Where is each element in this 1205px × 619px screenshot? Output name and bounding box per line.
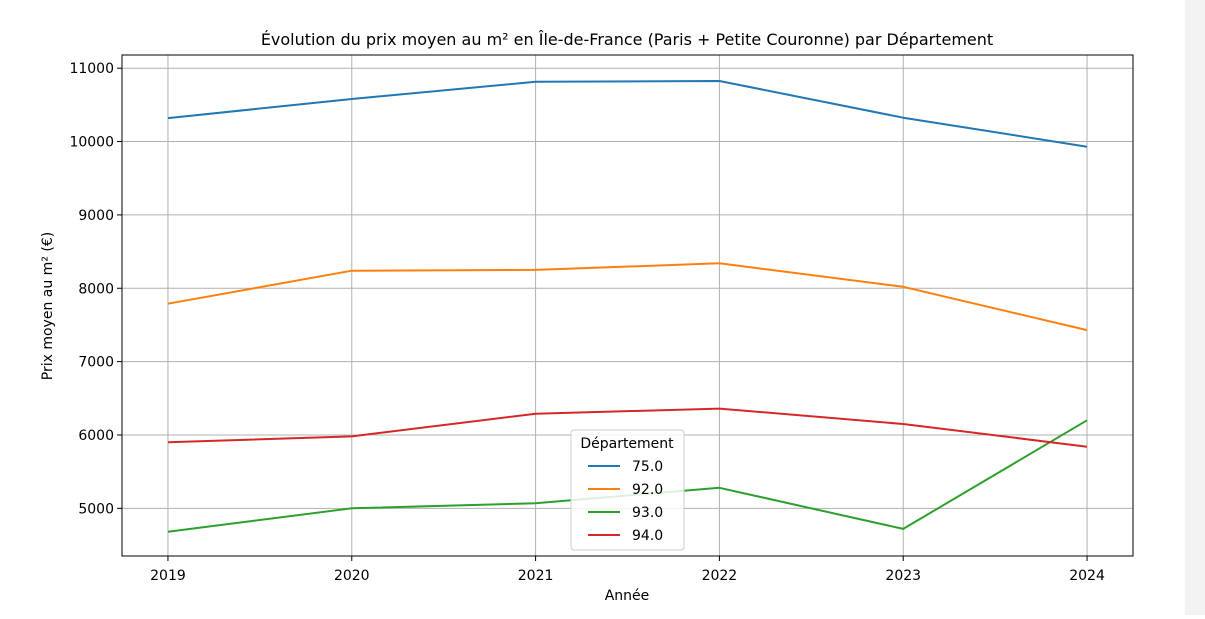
series-line-94.0 — [167, 407, 1088, 448]
legend-box — [570, 429, 685, 551]
window-edge-strip — [1185, 0, 1205, 615]
y-axis-ticks: 5000 6000 7000 8000 9000 10000 11000 — [69, 61, 122, 517]
legend-label-94.0: 94.0 — [632, 528, 663, 544]
y-tick-label: 9000 — [78, 208, 114, 224]
y-tick-label: 10000 — [69, 135, 114, 151]
y-tick-label: 7000 — [78, 355, 114, 371]
chart-title: Évolution du prix moyen au m² en Île-de-… — [261, 30, 993, 49]
y-tick-label: 8000 — [78, 281, 114, 297]
y-tick-label: 5000 — [78, 501, 114, 517]
y-axis-label: Prix moyen au m² (€) — [40, 232, 56, 380]
grid — [122, 55, 1133, 556]
plot-area-frame — [121, 54, 1134, 557]
line-chart: Évolution du prix moyen au m² en Île-de-… — [40, 30, 1134, 604]
x-axis-ticks: 2019 2020 2021 2022 2023 2024 — [150, 556, 1105, 584]
x-tick-label: 2019 — [150, 568, 186, 584]
x-axis-label: Année — [605, 588, 650, 604]
x-tick-label: 2020 — [334, 568, 370, 584]
legend-label-75.0: 75.0 — [632, 459, 663, 475]
x-tick-label: 2023 — [885, 568, 921, 584]
series-line-75.0 — [167, 80, 1088, 148]
series-line-92.0 — [167, 262, 1088, 332]
y-tick-label: 11000 — [69, 61, 114, 77]
x-tick-label: 2021 — [518, 568, 554, 584]
x-tick-label: 2024 — [1069, 568, 1105, 584]
legend-title: Département — [580, 436, 674, 452]
y-tick-label: 6000 — [78, 428, 114, 444]
legend-items: 75.0 92.0 93.0 94.0 — [588, 459, 663, 544]
legend-label-93.0: 93.0 — [632, 505, 663, 521]
legend: Département 75.0 92.0 93.0 94.0 — [570, 429, 685, 551]
legend-label-92.0: 92.0 — [632, 482, 663, 498]
x-tick-label: 2022 — [702, 568, 738, 584]
